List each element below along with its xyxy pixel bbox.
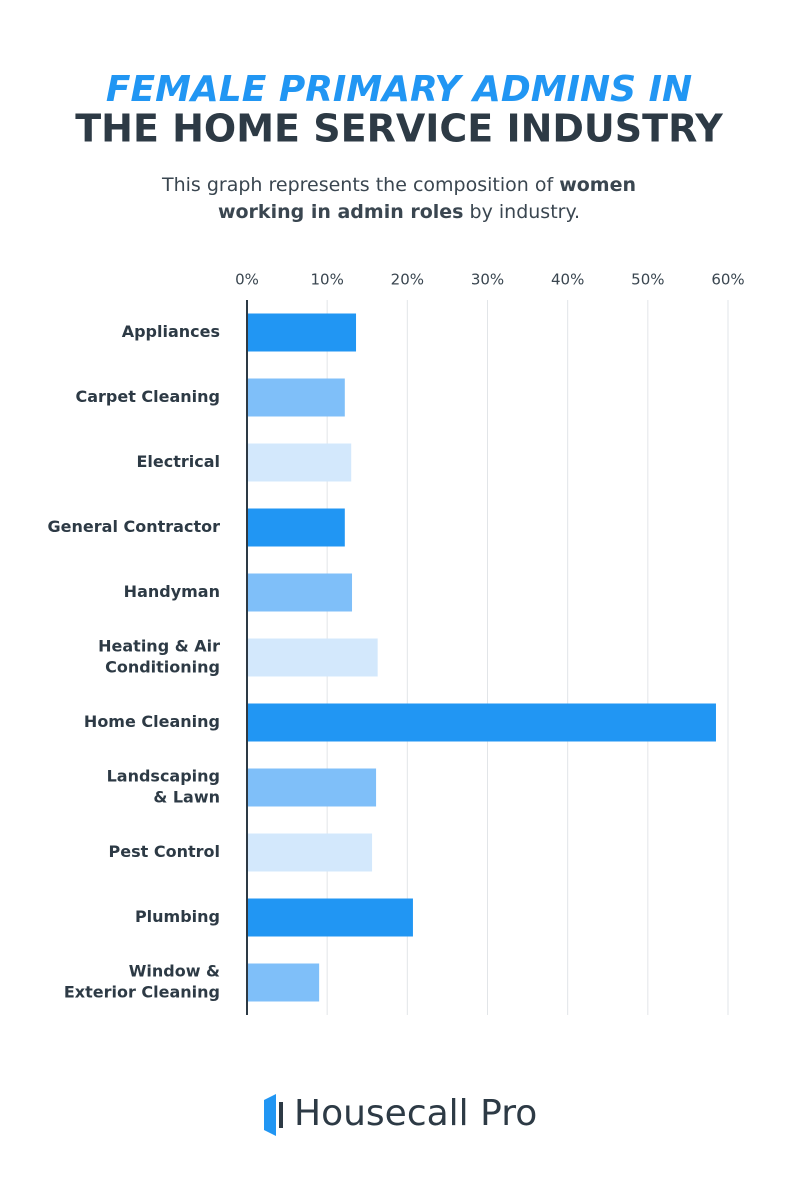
x-tick-label: 50%	[631, 271, 664, 289]
x-tick-label: 40%	[551, 271, 584, 289]
logo-icon	[264, 1094, 283, 1136]
bar	[247, 638, 378, 677]
x-tick-label: 60%	[711, 271, 744, 289]
y-tick-label: Plumbing	[135, 907, 220, 926]
subtitle-line: working in admin roles by industry.	[218, 201, 580, 223]
bar	[247, 378, 345, 417]
y-tick-label: Electrical	[136, 452, 220, 471]
x-tick-label: 20%	[391, 271, 424, 289]
bar	[247, 573, 353, 612]
y-tick-label: Heating & Air	[98, 637, 220, 656]
bar	[247, 313, 357, 352]
logo-icon-shape	[264, 1094, 276, 1136]
y-tick-label: General Contractor	[48, 517, 221, 536]
bar	[247, 443, 352, 482]
x-tick-label: 0%	[235, 271, 259, 289]
subtitle-text: by industry.	[463, 201, 580, 223]
bar	[247, 768, 377, 807]
bar	[247, 703, 716, 742]
y-tick-label: Carpet Cleaning	[75, 387, 220, 406]
logo-text: Housecall Pro	[294, 1093, 537, 1134]
subtitle-text: This graph represents the composition of	[161, 174, 559, 196]
y-tick-label: Conditioning	[105, 658, 220, 677]
bar	[247, 898, 413, 937]
bar	[247, 833, 373, 872]
y-tick-label: Window &	[129, 962, 220, 981]
y-tick-label: Landscaping	[107, 767, 220, 786]
subtitle-text: women	[559, 174, 636, 196]
chart-title: THE HOME SERVICE INDUSTRY	[75, 107, 723, 151]
bar	[247, 963, 320, 1002]
y-tick-label: Home Cleaning	[84, 712, 220, 731]
x-tick-label: 10%	[310, 271, 343, 289]
y-tick-label: & Lawn	[153, 788, 220, 807]
y-tick-label: Exterior Cleaning	[64, 983, 220, 1002]
chart-title: FEMALE PRIMARY ADMINS IN	[106, 69, 692, 110]
y-tick-label: Handyman	[124, 582, 220, 601]
y-tick-label: Pest Control	[109, 842, 220, 861]
y-tick-label: Appliances	[122, 322, 220, 341]
subtitle-line: This graph represents the composition of…	[161, 174, 636, 196]
bar	[247, 508, 345, 547]
x-tick-label: 30%	[471, 271, 504, 289]
subtitle-text: working in admin roles	[218, 201, 464, 223]
logo-icon-bar	[279, 1102, 283, 1128]
